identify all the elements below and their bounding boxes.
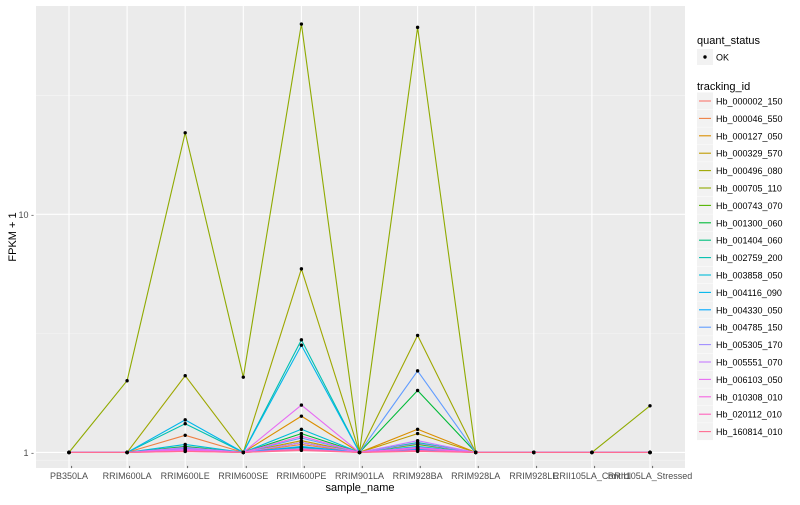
x-axis-title: sample_name (325, 482, 394, 494)
data-point (299, 22, 304, 26)
data-point (357, 450, 362, 455)
x-tick-mark: - (183, 466, 193, 469)
x-tick-label: RRII105LA_Stressed (608, 471, 693, 481)
data-point (125, 379, 129, 383)
x-tick-mark: - (299, 466, 309, 469)
y-axis: 1 - 10 - (18, 210, 34, 458)
data-point (299, 448, 304, 453)
x-tick-label: RRIM928LA (451, 471, 500, 481)
data-point (67, 450, 71, 455)
x-tick-label: RRIM600LE (161, 471, 210, 481)
data-point (415, 369, 420, 373)
x-tick-mark: - (590, 466, 600, 469)
data-point (241, 450, 245, 455)
y-axis-title: FPKM + 1 (7, 212, 19, 261)
legend-label: Hb_160814_010 (716, 427, 783, 437)
legend-label: Hb_020112_010 (716, 410, 782, 420)
data-point (183, 433, 187, 437)
data-point (183, 131, 187, 135)
data-point (299, 431, 304, 436)
legend-quant-title: quant_status (697, 35, 760, 47)
x-tick-mark: - (474, 466, 484, 469)
legend-label: Hb_001404_060 (716, 236, 783, 246)
data-point (532, 450, 536, 455)
data-point (415, 333, 420, 338)
legend-label: Hb_000743_070 (716, 201, 783, 211)
legend-tracking-entries: Hb_000002_150 Hb_000046_550 Hb_000127_050 H… (697, 92, 783, 441)
data-point (299, 338, 304, 342)
x-tick-mark: - (241, 466, 251, 469)
legend: quant_status OK tracking_id Hb_000002_15… (697, 35, 783, 441)
minor-gridlines (36, 94, 685, 461)
major-gridlines (36, 6, 685, 468)
data-point (183, 442, 187, 447)
x-tick-mark: - (358, 466, 368, 469)
data-point (299, 414, 304, 418)
legend-marker (703, 55, 707, 59)
panel-background (36, 6, 685, 468)
x-tick-label: PB350LA (50, 471, 88, 481)
data-point (299, 427, 304, 432)
legend-label: Hb_000127_050 (716, 131, 783, 141)
legend-label: Hb_004785_150 (716, 323, 783, 333)
legend-label: Hb_003858_050 (716, 271, 783, 281)
data-point (415, 388, 420, 393)
legend-tracking-title: tracking_id (697, 81, 750, 93)
data-point (299, 343, 304, 347)
legend-label: Hb_000046_550 (716, 114, 783, 124)
data-points (67, 22, 652, 455)
legend-label: Hb_004116_090 (716, 288, 782, 298)
legend-label: Hb_004330_050 (716, 305, 783, 315)
data-point (415, 431, 420, 436)
data-point (415, 427, 420, 432)
x-tick-label: RRIM928BA (393, 471, 443, 481)
data-point (183, 418, 187, 422)
legend-label: Hb_000002_150 (716, 97, 783, 107)
data-point (241, 375, 245, 379)
legend-label: Hb_005551_070 (716, 358, 783, 368)
x-tick-mark: - (125, 466, 135, 469)
legend-label: OK (716, 53, 729, 63)
x-tick-label: RRIM901LA (335, 471, 384, 481)
data-point (299, 440, 304, 445)
x-tick-label: RRIM600PE (276, 471, 326, 481)
data-point (648, 450, 652, 455)
legend-label: Hb_006103_050 (716, 375, 783, 385)
data-point (415, 441, 420, 446)
legend-label: Hb_000705_110 (716, 184, 782, 194)
x-tick-mark: - (532, 466, 542, 469)
data-point (299, 434, 304, 438)
legend-label: Hb_010308_010 (716, 392, 783, 402)
legend-label: Hb_005305_170 (716, 340, 783, 350)
data-point (299, 403, 304, 407)
data-point (125, 450, 129, 455)
x-tick-label: RRIM600SE (218, 471, 268, 481)
x-tick-mark: - (67, 466, 77, 469)
x-tick-mark: - (648, 466, 658, 469)
data-point (415, 438, 420, 443)
data-point (183, 422, 187, 426)
x-tick-mark: - (416, 466, 426, 469)
legend-label: Hb_000496_080 (716, 166, 783, 176)
data-point (648, 404, 652, 408)
x-axis: - PB350LA - RRIM600LA - RRIM600LE - RRIM600SE - R… (50, 466, 692, 482)
data-point (415, 25, 420, 30)
legend-label: Hb_002759_200 (716, 253, 783, 263)
legend-label: Hb_000329_570 (716, 149, 783, 159)
data-point (183, 373, 187, 378)
x-tick-label: RRIM928LE (509, 471, 558, 481)
legend-quant-entries: OK (697, 49, 729, 65)
data-point (474, 450, 478, 455)
data-point (415, 449, 420, 454)
x-tick-label: RRII105LA_Control (553, 471, 631, 481)
x-tick-label: RRIM600LA (103, 471, 152, 481)
data-point (183, 449, 187, 454)
y-tick-label: 10 - (18, 210, 34, 220)
data-point (590, 450, 594, 455)
y-tick-label: 1 - (23, 448, 34, 458)
legend-label: Hb_001300_060 (716, 218, 783, 228)
data-point (299, 267, 304, 271)
